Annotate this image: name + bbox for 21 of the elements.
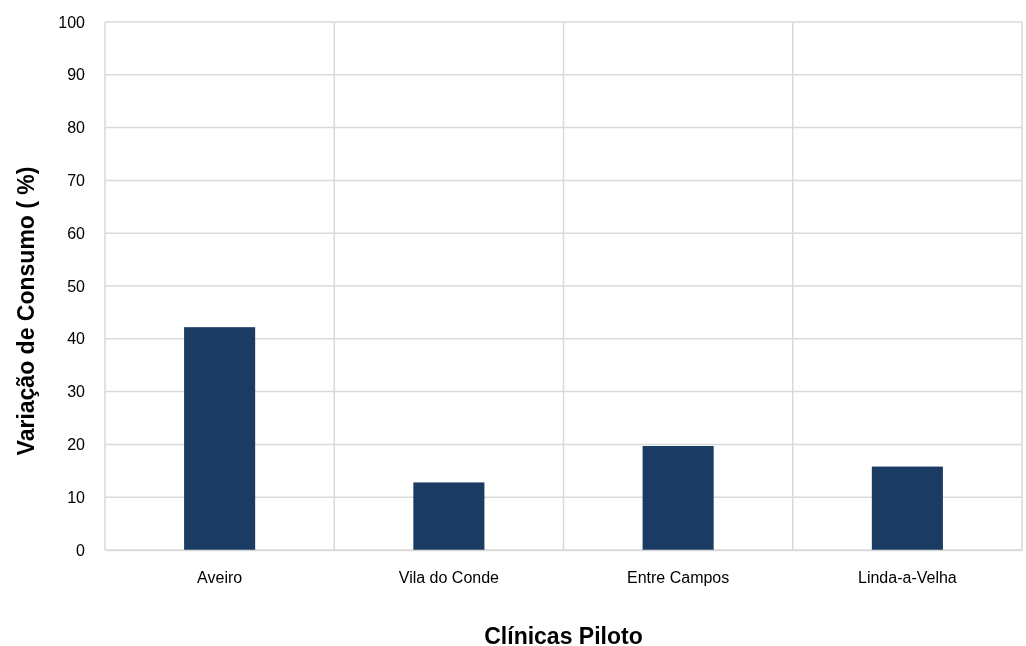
y-tick-label: 40 — [67, 330, 86, 348]
bar — [871, 466, 943, 550]
bar — [642, 445, 714, 550]
y-tick-label: 10 — [67, 488, 86, 506]
y-tick-label: 70 — [67, 172, 86, 190]
x-tick-label: Aveiro — [197, 569, 243, 587]
x-tick-label: Vila do Conde — [398, 569, 500, 587]
y-tick-label: 90 — [67, 66, 86, 84]
y-tick-label: 60 — [67, 224, 86, 242]
x-tick-label: Linda-a-Velha — [858, 569, 957, 587]
x-axis-title: Clínicas Piloto — [484, 623, 643, 646]
y-tick-label: 0 — [76, 541, 86, 559]
y-tick-label: 100 — [58, 13, 86, 31]
y-tick-label: 30 — [67, 383, 86, 401]
bar — [184, 327, 256, 550]
bar — [413, 482, 485, 550]
x-tick-label: Entre Campos — [626, 569, 730, 587]
y-axis-title: Variação de Consumo ( %) — [13, 166, 39, 456]
y-tick-label: 80 — [67, 119, 86, 137]
y-tick-label: 20 — [67, 436, 86, 454]
y-tick-label: 50 — [67, 277, 86, 295]
